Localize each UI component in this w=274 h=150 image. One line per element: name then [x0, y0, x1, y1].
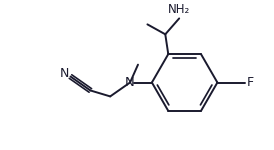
Text: N: N: [60, 67, 69, 80]
Text: F: F: [247, 76, 254, 89]
Text: N: N: [125, 76, 135, 89]
Text: NH₂: NH₂: [168, 3, 190, 16]
